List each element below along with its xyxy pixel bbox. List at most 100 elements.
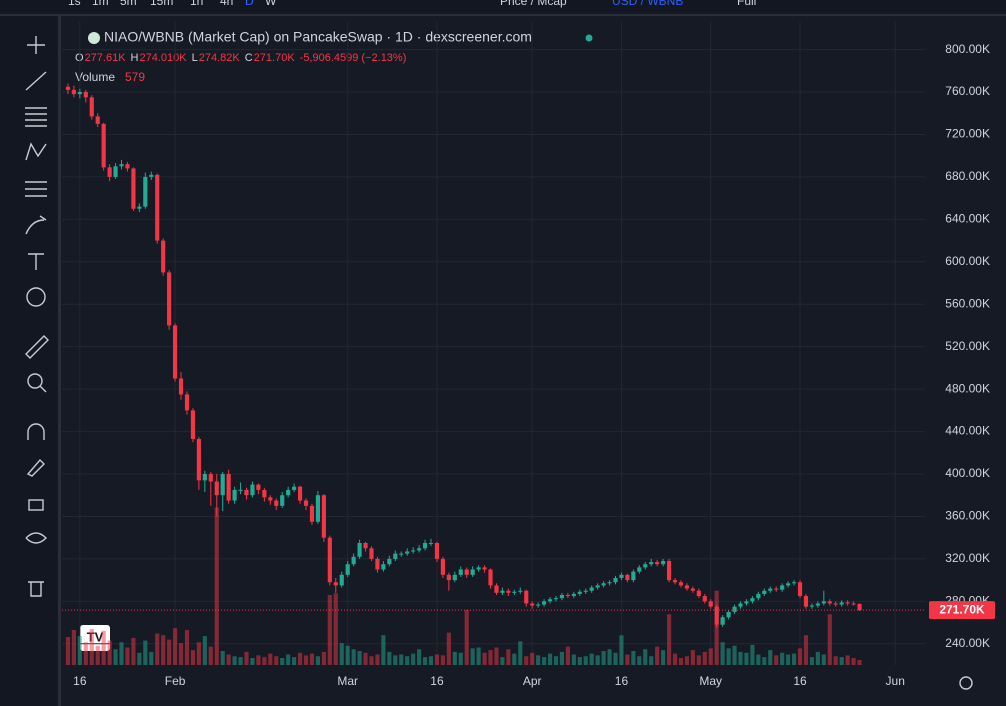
volume-bar (536, 655, 541, 665)
volume-bar (518, 641, 523, 665)
volume-bar (107, 640, 112, 665)
volume-bar (405, 656, 410, 665)
volume-bar (387, 651, 392, 665)
volume-bar (696, 655, 701, 665)
volume-bar (440, 655, 445, 665)
candle-body (95, 116, 100, 124)
toolbar-divider (0, 14, 1006, 16)
candle-body (601, 583, 606, 586)
drawing-tools[interactable] (25, 36, 49, 597)
volume-bar (488, 650, 493, 665)
left-toolbar (0, 16, 58, 706)
candle-body (661, 561, 666, 565)
volume-bar (375, 654, 380, 665)
candle-body (71, 89, 76, 95)
candle-body (226, 474, 231, 501)
interval-button: D (245, 0, 254, 8)
volume-bar (512, 653, 517, 665)
candle-body (321, 495, 326, 538)
candle-body (297, 486, 303, 501)
candle-body (845, 602, 850, 604)
volume-bar (655, 646, 660, 665)
toolbar-divider (58, 16, 61, 706)
candle-body (351, 556, 356, 565)
x-tick-label: 16 (73, 674, 87, 688)
ohlc-value: 274.82K (199, 52, 241, 64)
volume-value: 579 (125, 70, 145, 84)
y-tick-label: 600.00K (945, 254, 990, 268)
volume-bar (649, 656, 654, 665)
candle-body (440, 558, 445, 575)
y-tick-label: 680.00K (945, 169, 990, 183)
candle-body (83, 92, 88, 98)
candle-body (220, 474, 225, 496)
candle-body (119, 164, 124, 167)
candle-body (714, 606, 719, 625)
volume-bar (333, 593, 338, 665)
volume-bar (434, 654, 440, 665)
candle-body (244, 489, 249, 496)
candle-body (649, 562, 654, 565)
volume-bar (482, 652, 487, 665)
candle-body (405, 551, 410, 554)
volume-bar (738, 651, 743, 665)
volume-bar (547, 653, 553, 665)
x-tick-label: Mar (337, 674, 358, 688)
candle-body (387, 558, 392, 565)
candle-body (506, 590, 511, 593)
y-tick-label: 760.00K (945, 84, 990, 98)
ohlc-value: 271.70K (254, 52, 296, 64)
volume-bar (226, 654, 231, 665)
candle-body (595, 585, 600, 588)
candle-body (345, 564, 350, 575)
y-tick-label: 360.00K (945, 509, 990, 523)
candle-body (184, 394, 190, 411)
volume-bar (65, 637, 71, 665)
candle-body (274, 500, 279, 506)
volume-bar (744, 652, 749, 665)
volume-bar (458, 652, 463, 665)
volume-bar (208, 646, 213, 665)
candle-body (577, 591, 582, 594)
volume-bar (89, 629, 94, 665)
layout: Full (737, 0, 756, 8)
candle-body (809, 605, 815, 607)
candle-body (309, 505, 315, 522)
volume-bar (411, 653, 416, 665)
volume-bar (161, 635, 166, 665)
settings-icon[interactable] (959, 676, 973, 690)
volume-bar (851, 658, 856, 665)
candle-body (172, 325, 178, 379)
y-tick-label: 320.00K (945, 551, 990, 565)
candle-body (583, 590, 588, 592)
candle-body (512, 591, 517, 593)
volume-bar (607, 649, 612, 665)
candle-body (786, 583, 791, 586)
candle-body (482, 567, 487, 570)
interval-button: 1m (92, 0, 109, 8)
volume-bar (321, 651, 326, 665)
volume-bar (803, 635, 809, 665)
candle-body (678, 582, 684, 586)
interval-button: 1s (68, 0, 81, 8)
volume-bar (815, 651, 820, 665)
volume-bar (583, 656, 588, 665)
volume-bar (791, 653, 797, 665)
volume-bar (95, 645, 100, 665)
candle-body (113, 166, 118, 177)
volume-bar (113, 649, 118, 665)
candle-body (488, 569, 493, 586)
ohlc-value: 274.010K (140, 52, 188, 64)
candle-body (107, 167, 112, 177)
candle-body (303, 500, 309, 506)
candle-body (726, 611, 731, 618)
volume-bar (726, 648, 731, 665)
volume-bar (172, 628, 178, 665)
volume-bar (357, 651, 362, 665)
volume-bar (339, 643, 344, 665)
volume-bar (351, 649, 356, 665)
candle-body (369, 548, 374, 559)
ohlc-key: L (192, 52, 198, 64)
